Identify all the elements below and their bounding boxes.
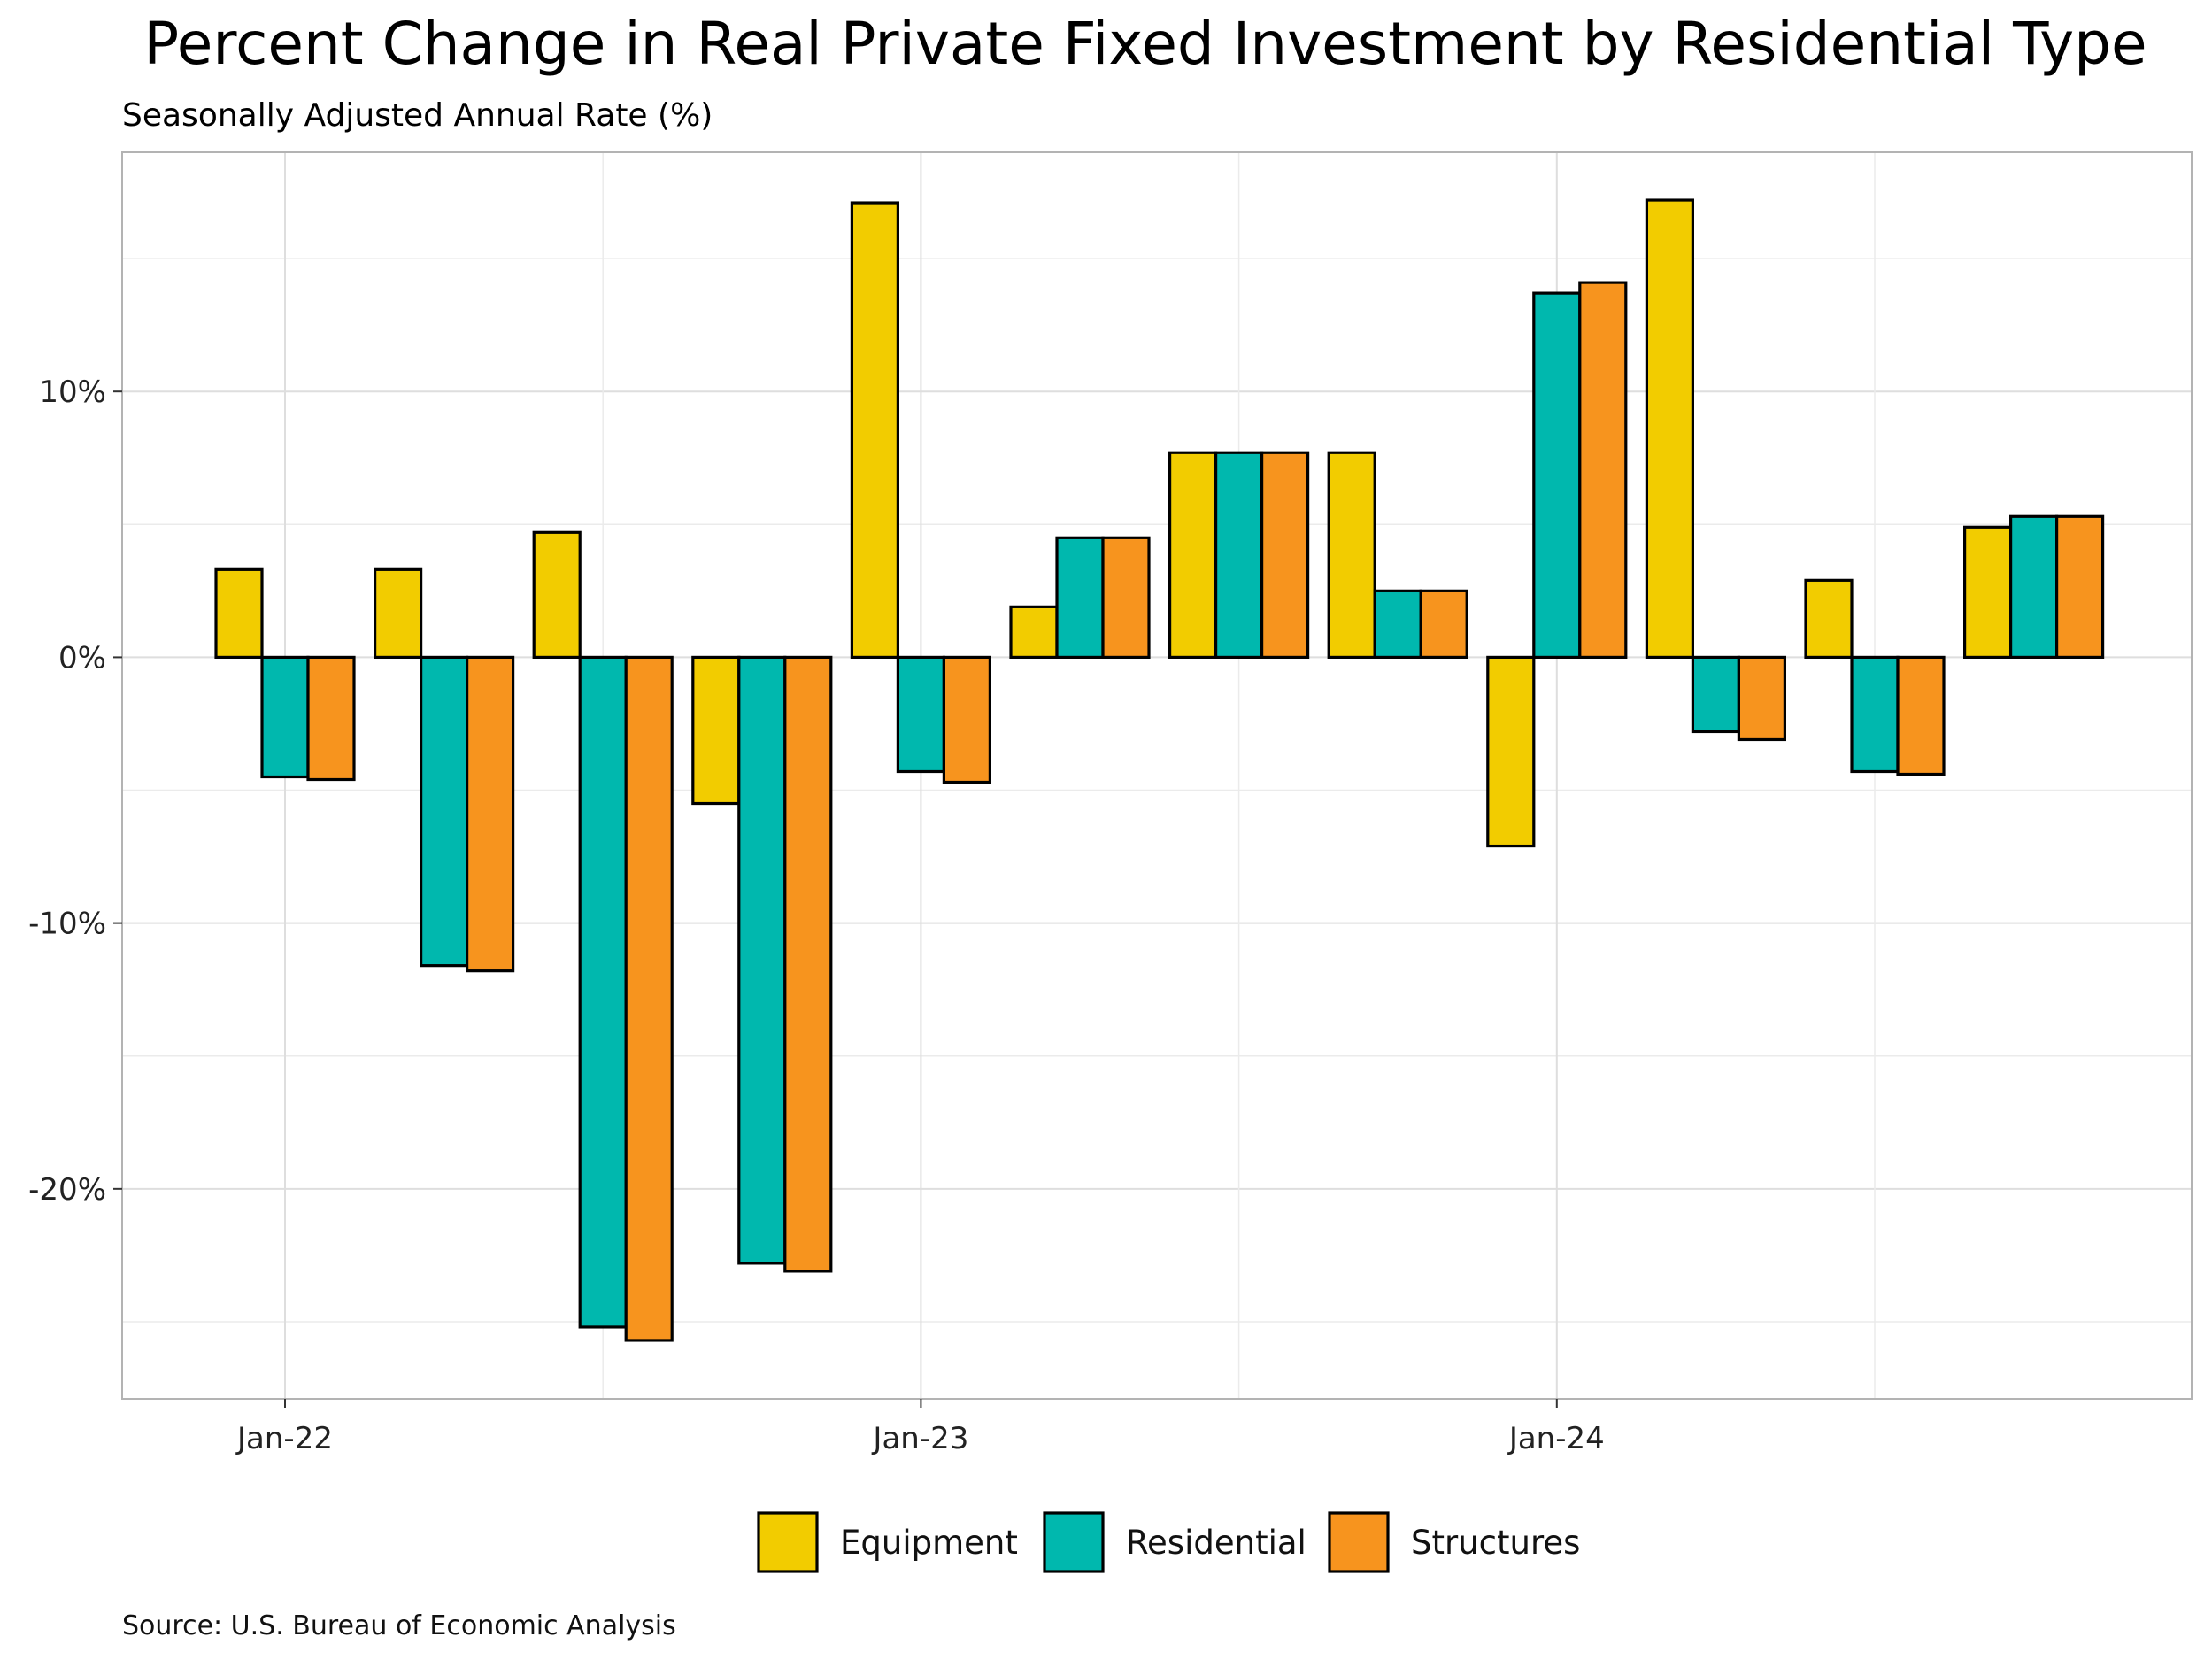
- chart-subtitle: Seasonally Adjusted Annual Rate (%): [122, 97, 713, 134]
- x-tick-label: Jan-22: [235, 1421, 333, 1456]
- bar-equipment-2024-07: [1804, 578, 1854, 660]
- bar-residential-2024-04: [1691, 655, 1741, 734]
- bar-structures-2023-10: [1419, 589, 1468, 660]
- bar-structures-2023-07: [1260, 451, 1310, 660]
- bar-structures-2022-04: [465, 655, 515, 973]
- bar-equipment-2024-10: [1963, 525, 2013, 660]
- chart-title: Percent Change in Real Private Fixed Inv…: [143, 10, 2146, 78]
- bar-structures-2024-01: [1578, 281, 1628, 660]
- source-note: Source: U.S. Bureau of Economic Analysis: [122, 1610, 676, 1641]
- bar-equipment-2023-10: [1327, 451, 1376, 660]
- bar-equipment-2023-04: [1009, 605, 1059, 660]
- legend-label-structures: Structures: [1411, 1524, 1580, 1562]
- bar-equipment-2022-01: [214, 567, 264, 660]
- bar-structures-2022-01: [306, 655, 356, 782]
- bar-residential-2023-04: [1055, 536, 1105, 660]
- bar-residential-2023-10: [1373, 589, 1422, 660]
- legend-label-residential: Residential: [1126, 1524, 1306, 1562]
- bar-structures-2024-04: [1737, 655, 1787, 742]
- axis-ticks: 10% 0% -10% -20% Jan-22 Jan-23 Jan-24: [28, 374, 1605, 1456]
- y-tick-label: -20%: [28, 1172, 106, 1208]
- bar-residential-2022-04: [420, 655, 469, 968]
- legend-key-equipment: [757, 1511, 819, 1573]
- bar-equipment-2022-07: [532, 530, 582, 660]
- bar-structures-2023-04: [1101, 536, 1151, 660]
- x-tick-label: Jan-24: [1507, 1421, 1605, 1456]
- bar-residential-2024-10: [2009, 514, 2059, 660]
- x-tick-label: Jan-23: [871, 1421, 968, 1456]
- y-tick-label: 10%: [39, 374, 106, 410]
- bar-equipment-2024-04: [1645, 198, 1695, 660]
- bar-equipment-2023-07: [1168, 451, 1218, 660]
- y-tick-label: -10%: [28, 907, 106, 942]
- bar-residential-2022-10: [737, 655, 787, 1265]
- bar-equipment-2023-01: [850, 201, 900, 660]
- bar-structures-2024-10: [2055, 514, 2105, 660]
- bar-equipment-2024-01: [1486, 655, 1536, 848]
- bar-residential-2024-07: [1850, 655, 1900, 774]
- bar-residential-2023-07: [1214, 451, 1264, 660]
- bar-residential-2022-01: [260, 655, 310, 779]
- bar-structures-2022-10: [783, 655, 833, 1273]
- plot-panel-border: [121, 151, 2193, 1400]
- bar-structures-2022-07: [624, 655, 674, 1342]
- legend-key-residential: [1043, 1511, 1105, 1573]
- bar-residential-2024-01: [1532, 291, 1582, 660]
- bar-residential-2023-01: [896, 655, 946, 774]
- bar-structures-2024-07: [1896, 655, 1946, 776]
- y-tick-label: 0%: [58, 640, 106, 676]
- bar-structures-2023-01: [942, 655, 992, 784]
- legend-key-structures: [1328, 1511, 1390, 1573]
- bar-residential-2022-07: [578, 655, 628, 1329]
- bars: [214, 198, 2105, 1342]
- legend-label-equipment: Equipment: [840, 1524, 1018, 1562]
- legend: Equipment Residential Structures: [757, 1511, 1580, 1573]
- bar-equipment-2022-10: [691, 655, 741, 806]
- bar-equipment-2022-04: [374, 567, 423, 660]
